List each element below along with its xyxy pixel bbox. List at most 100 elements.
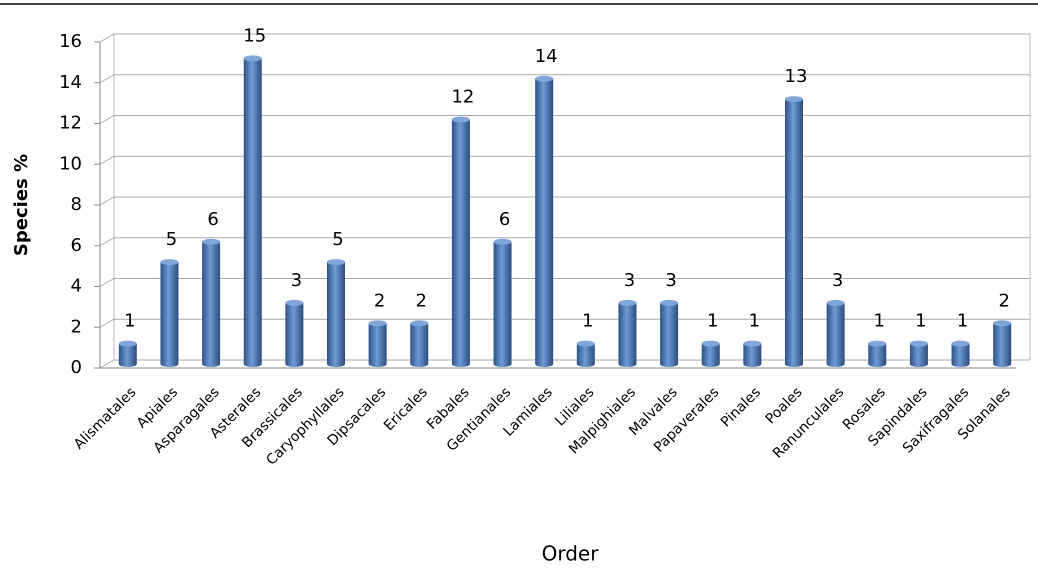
- bar: [576, 340, 595, 367]
- bar-cap: [868, 340, 887, 347]
- bar-body: [576, 343, 595, 367]
- value-label: 2: [998, 290, 1009, 311]
- bar-body: [160, 262, 179, 367]
- x-tick-label: Ericales: [381, 384, 431, 434]
- value-label: 2: [416, 290, 427, 311]
- bar-cap: [202, 238, 221, 245]
- bar-cap: [743, 340, 762, 347]
- bar: [327, 259, 345, 367]
- value-label: 6: [207, 209, 218, 230]
- value-label: 3: [665, 270, 676, 291]
- bar-cap: [118, 340, 137, 347]
- value-label: 14: [535, 46, 558, 67]
- value-label: 5: [166, 229, 177, 250]
- y-tick-label: 12: [59, 113, 82, 134]
- y-axis-title: Species %: [11, 154, 32, 256]
- value-label: 1: [582, 311, 593, 332]
- bar: [243, 55, 262, 367]
- value-label: 6: [499, 209, 510, 230]
- y-tick-label: 0: [71, 357, 82, 378]
- bar-cap: [451, 116, 470, 123]
- bar-body: [410, 323, 429, 367]
- bar-cap: [618, 299, 637, 306]
- bar: [451, 116, 470, 367]
- bar: [909, 340, 928, 367]
- bar-body: [243, 58, 262, 367]
- bar: [701, 340, 720, 367]
- bar-cap: [785, 96, 803, 103]
- value-label: 2: [374, 290, 385, 311]
- bar-body: [785, 99, 803, 367]
- bar-cap: [576, 340, 595, 347]
- bar-body: [743, 343, 762, 367]
- y-tick-label: 14: [59, 72, 82, 93]
- bar: [118, 340, 137, 367]
- value-label: 5: [332, 229, 343, 250]
- value-label: 3: [291, 270, 302, 291]
- bar-cap: [909, 340, 928, 347]
- value-label: 1: [874, 311, 885, 332]
- bar: [660, 299, 679, 367]
- bar-cap: [410, 320, 429, 327]
- bar: [160, 259, 179, 367]
- bar: [785, 96, 803, 367]
- bar-cap: [701, 340, 720, 347]
- bar-body: [202, 241, 221, 367]
- bar: [410, 320, 429, 367]
- grid-line: [99, 33, 1030, 43]
- bar-cap: [327, 259, 345, 266]
- y-tick-label: 16: [59, 31, 82, 52]
- bar-cap: [993, 320, 1012, 327]
- grid-line: [99, 237, 1030, 247]
- y-tick-label: 2: [71, 316, 82, 337]
- bar-body: [660, 302, 679, 367]
- y-tick-label: 6: [71, 235, 82, 256]
- y-tick-label: 8: [71, 194, 82, 215]
- bar-body: [535, 78, 554, 367]
- grid-line: [99, 278, 1030, 287]
- bar-body: [451, 119, 470, 367]
- grid-line: [99, 196, 1030, 206]
- value-label: 3: [624, 270, 635, 291]
- y-tick-label: 10: [59, 153, 82, 174]
- value-label: 13: [785, 66, 808, 87]
- bar-cap: [243, 55, 262, 62]
- x-tick-label: Pinales: [718, 384, 764, 430]
- bar-body: [368, 323, 387, 367]
- bar-body: [493, 241, 512, 367]
- grid-line: [99, 359, 1030, 369]
- bar: [493, 238, 512, 367]
- bar-body: [993, 323, 1012, 367]
- bar-body: [868, 343, 887, 367]
- value-label: 1: [707, 311, 718, 332]
- bar-body: [701, 343, 720, 367]
- bar-body: [826, 302, 845, 367]
- bar-cap: [535, 75, 554, 82]
- grid-line: [99, 155, 1030, 165]
- bar: [868, 340, 887, 367]
- x-axis-title: Order: [542, 542, 600, 566]
- bar-cap: [660, 299, 679, 306]
- bar-cap: [285, 299, 304, 306]
- bar-body: [327, 262, 345, 367]
- bar-body: [951, 343, 970, 367]
- bar: [743, 340, 762, 367]
- bar: [368, 320, 387, 367]
- bar-cap: [951, 340, 970, 347]
- bar: [993, 320, 1012, 367]
- bar: [535, 75, 554, 367]
- bar-cap: [160, 259, 179, 266]
- bar-body: [118, 343, 137, 367]
- value-label: 1: [915, 311, 926, 332]
- bar: [951, 340, 970, 367]
- bar: [202, 238, 221, 367]
- bar: [285, 299, 304, 367]
- bar-cap: [368, 320, 387, 327]
- y-tick-label: 4: [71, 276, 82, 297]
- bar-body: [909, 343, 928, 367]
- value-label: 1: [957, 311, 968, 332]
- bar-body: [285, 302, 304, 367]
- bar-body: [618, 302, 637, 367]
- value-label: 15: [243, 25, 266, 46]
